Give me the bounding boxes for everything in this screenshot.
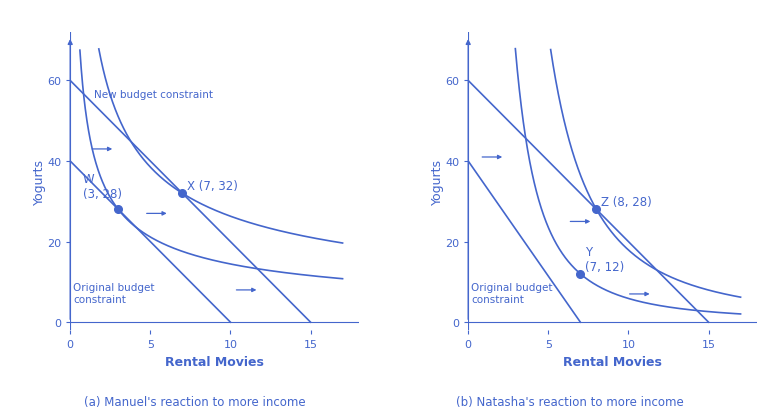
Text: Original budget
constraint: Original budget constraint — [471, 283, 553, 304]
X-axis label: Rental Movies: Rental Movies — [165, 355, 264, 368]
Text: Y
(7, 12): Y (7, 12) — [585, 245, 625, 273]
X-axis label: Rental Movies: Rental Movies — [563, 355, 662, 368]
Text: (a) Manuel's reaction to more income: (a) Manuel's reaction to more income — [84, 395, 306, 408]
Text: Z (8, 28): Z (8, 28) — [601, 196, 652, 209]
Text: New budget constraint: New budget constraint — [94, 89, 213, 100]
Y-axis label: Yogurts: Yogurts — [33, 159, 46, 205]
Text: X (7, 32): X (7, 32) — [187, 180, 238, 193]
Y-axis label: Yogurts: Yogurts — [431, 159, 444, 205]
Text: W
(3, 28): W (3, 28) — [83, 173, 122, 201]
Text: Original budget
constraint: Original budget constraint — [73, 283, 155, 304]
Text: (b) Natasha's reaction to more income: (b) Natasha's reaction to more income — [456, 395, 683, 408]
